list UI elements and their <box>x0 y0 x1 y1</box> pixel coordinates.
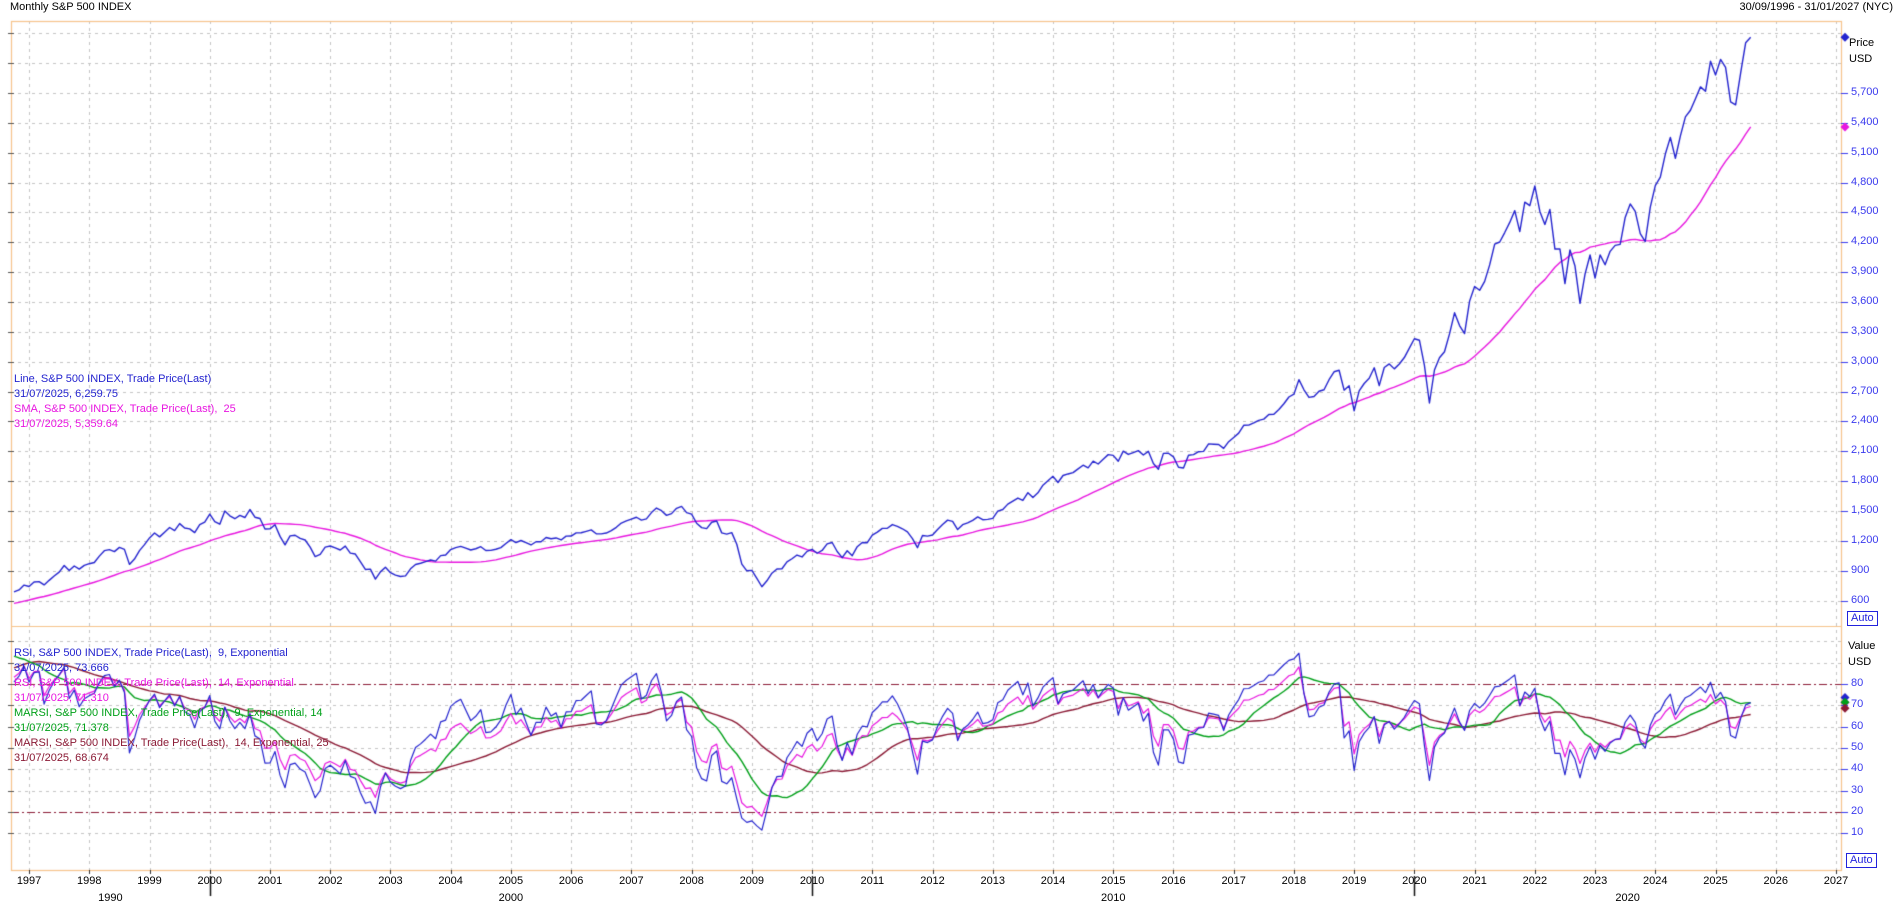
price-axis-tick-label: 2,700 <box>1851 384 1879 397</box>
value-axis-tick-label: 80 <box>1851 676 1864 689</box>
x-axis-year-label: 2025 <box>1703 875 1728 887</box>
price-legend-entry[interactable]: SMA, S&P 500 INDEX, Trade Price(Last), 2… <box>14 403 236 415</box>
rsi-legend-entry[interactable]: 31/07/2025, 71.310 <box>14 692 109 704</box>
rsi-legend-entry[interactable]: RSI, S&P 500 INDEX, Trade Price(Last), 9… <box>14 647 288 659</box>
x-axis-decade-label: 2010 <box>1100 892 1126 904</box>
x-axis-year-label: 2015 <box>1100 875 1126 887</box>
x-axis-year-label: 2024 <box>1643 875 1668 887</box>
value-axis-tick-label: 40 <box>1851 762 1864 775</box>
value-axis-tick-label: 20 <box>1851 804 1864 817</box>
price-axis-tick-label: 3,600 <box>1851 295 1879 307</box>
value-axis-tick-label: 60 <box>1851 719 1864 732</box>
x-axis-year-label: 2010 <box>799 875 825 887</box>
x-axis-year-label: 2027 <box>1823 875 1849 887</box>
price-axis-tick-label: 600 <box>1851 593 1870 606</box>
rsi-legend-entry[interactable]: 31/07/2025, 73.666 <box>14 662 109 674</box>
x-axis-year-label: 2022 <box>1522 875 1548 887</box>
price-axis-tick-label: 3,300 <box>1851 324 1879 337</box>
price-axis-tick-label: 4,500 <box>1851 205 1879 218</box>
x-axis-year-label: 2012 <box>920 875 945 887</box>
x-axis-year-label: 2017 <box>1221 875 1246 887</box>
price-axis-tick-label: 2,100 <box>1851 444 1879 457</box>
x-axis-year-label: 2003 <box>378 875 403 887</box>
price-axis-tick-label: 4,200 <box>1851 235 1879 248</box>
price-axis-tick-label: 3,900 <box>1851 265 1879 278</box>
x-axis-year-label: 2006 <box>558 875 584 887</box>
x-axis-year-label: 2013 <box>980 875 1005 887</box>
x-axis-year-label: 1997 <box>16 875 42 887</box>
x-axis-year-label: 2014 <box>1040 875 1066 887</box>
x-axis-year-label: 2011 <box>860 875 885 887</box>
price-axis-unit: USD <box>1849 53 1873 65</box>
rsi-legend-entry[interactable]: 31/07/2025, 68.674 <box>14 752 109 764</box>
price-axis-tick-label: 5,100 <box>1851 145 1879 158</box>
x-axis-year-label: 2023 <box>1582 875 1608 887</box>
x-axis-year-label: 2004 <box>438 875 463 887</box>
value-axis-tick-label: 30 <box>1851 783 1864 796</box>
price-axis-tick-label: 2,400 <box>1851 414 1879 427</box>
x-axis-year-label: 2019 <box>1341 875 1367 887</box>
x-axis-year-label: 2000 <box>197 875 222 887</box>
rsi-legend-entry[interactable]: 31/07/2025, 71.378 <box>14 722 109 734</box>
x-axis-year-label: 2021 <box>1462 875 1487 887</box>
value-axis-unit: USD <box>1848 656 1872 668</box>
chart-date-range: 30/09/1996 - 31/01/2027 (NYC) <box>1739 1 1894 13</box>
x-axis-year-label: 1999 <box>137 875 162 887</box>
x-axis-year-label: 2002 <box>317 875 343 887</box>
x-axis-year-label: 2008 <box>679 875 704 887</box>
price-legend-entry[interactable]: 31/07/2025, 5,359.64 <box>14 418 118 430</box>
price-axis-tick-label: 1,500 <box>1851 503 1879 516</box>
value-axis-auto-button[interactable]: Auto <box>1846 853 1877 868</box>
x-axis-year-label: 2016 <box>1161 875 1186 887</box>
price-axis-tick-label: 1,200 <box>1851 533 1879 546</box>
price-axis-tick-label: 3,000 <box>1851 354 1879 367</box>
price-legend-entry[interactable]: 31/07/2025, 6,259.75 <box>14 388 118 400</box>
rsi-legend-entry[interactable]: MARSI, S&P 500 INDEX, Trade Price(Last),… <box>14 737 329 749</box>
x-axis-year-label: 2018 <box>1281 875 1307 887</box>
x-axis-year-label: 2007 <box>619 875 644 887</box>
price-axis-auto-button[interactable]: Auto <box>1847 611 1878 626</box>
x-axis-year-label: 1998 <box>77 875 102 887</box>
price-axis-tick-label: 900 <box>1851 563 1870 576</box>
value-axis-tick-label: 70 <box>1851 698 1864 711</box>
price-axis-tick-label: 5,400 <box>1851 115 1879 128</box>
value-axis-title: Value <box>1848 640 1876 652</box>
value-axis-tick-label: 10 <box>1851 826 1864 839</box>
x-axis-year-label: 2020 <box>1402 875 1427 887</box>
price-axis-tick-label: 1,800 <box>1851 474 1879 487</box>
chart-title: Monthly S&P 500 INDEX <box>10 1 132 13</box>
x-axis-decade-label: 2020 <box>1615 892 1640 904</box>
x-axis-year-label: 2005 <box>498 875 524 887</box>
x-axis-decade-label: 1990 <box>98 892 123 904</box>
rsi-legend-entry[interactable]: MARSI, S&P 500 INDEX, Trade Price(Last),… <box>14 707 323 719</box>
price-axis-tick-label: 4,800 <box>1851 175 1879 188</box>
x-axis-year-label: 2026 <box>1763 875 1788 887</box>
rsi-legend-entry[interactable]: RSI, S&P 500 INDEX, Trade Price(Last), 1… <box>14 677 294 689</box>
x-axis-year-label: 2009 <box>739 875 765 887</box>
x-axis-year-label: 2001 <box>257 875 283 887</box>
price-axis-title: Price <box>1849 37 1875 49</box>
x-axis-decade-label: 2000 <box>498 892 524 904</box>
price-axis-tick-label: 5,700 <box>1851 86 1879 99</box>
price-legend-entry[interactable]: Line, S&P 500 INDEX, Trade Price(Last) <box>14 373 212 385</box>
value-axis-tick-label: 50 <box>1851 740 1864 753</box>
